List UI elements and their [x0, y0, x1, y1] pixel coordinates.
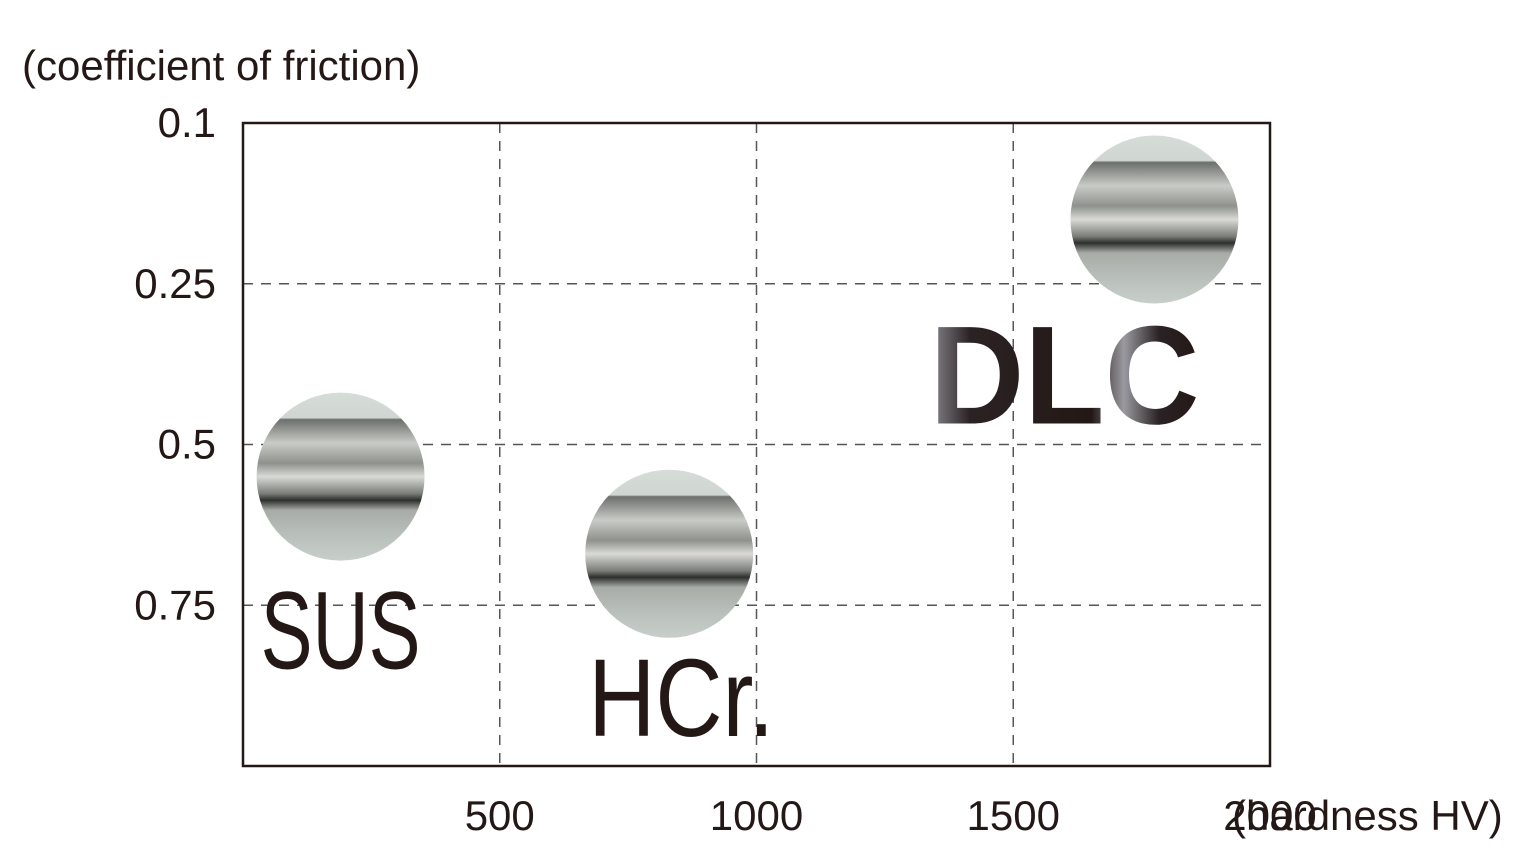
- point-label: SUS: [261, 570, 421, 693]
- point: [256, 392, 425, 561]
- point-label: DLC: [929, 296, 1199, 453]
- y-tick-label: 0.75: [134, 581, 216, 628]
- plot-frame: [241, 121, 1272, 768]
- y-tick-label: 0.25: [134, 260, 216, 307]
- y-axis-label: (coefficient of friction): [22, 42, 420, 89]
- x-tick-label: 1500: [967, 792, 1060, 839]
- point: [585, 469, 754, 638]
- point: [1070, 135, 1239, 304]
- y-tick-label: 0.5: [158, 421, 216, 468]
- x-tick-label: 500: [465, 792, 535, 839]
- point-label: HCr.: [588, 637, 774, 760]
- x-tick-label: 1000: [710, 792, 803, 839]
- y-tick-label: 0.1: [158, 99, 216, 146]
- x-tick-label: 2000: [1223, 792, 1316, 839]
- x-axis-label: (hardness HV): [1232, 792, 1503, 839]
